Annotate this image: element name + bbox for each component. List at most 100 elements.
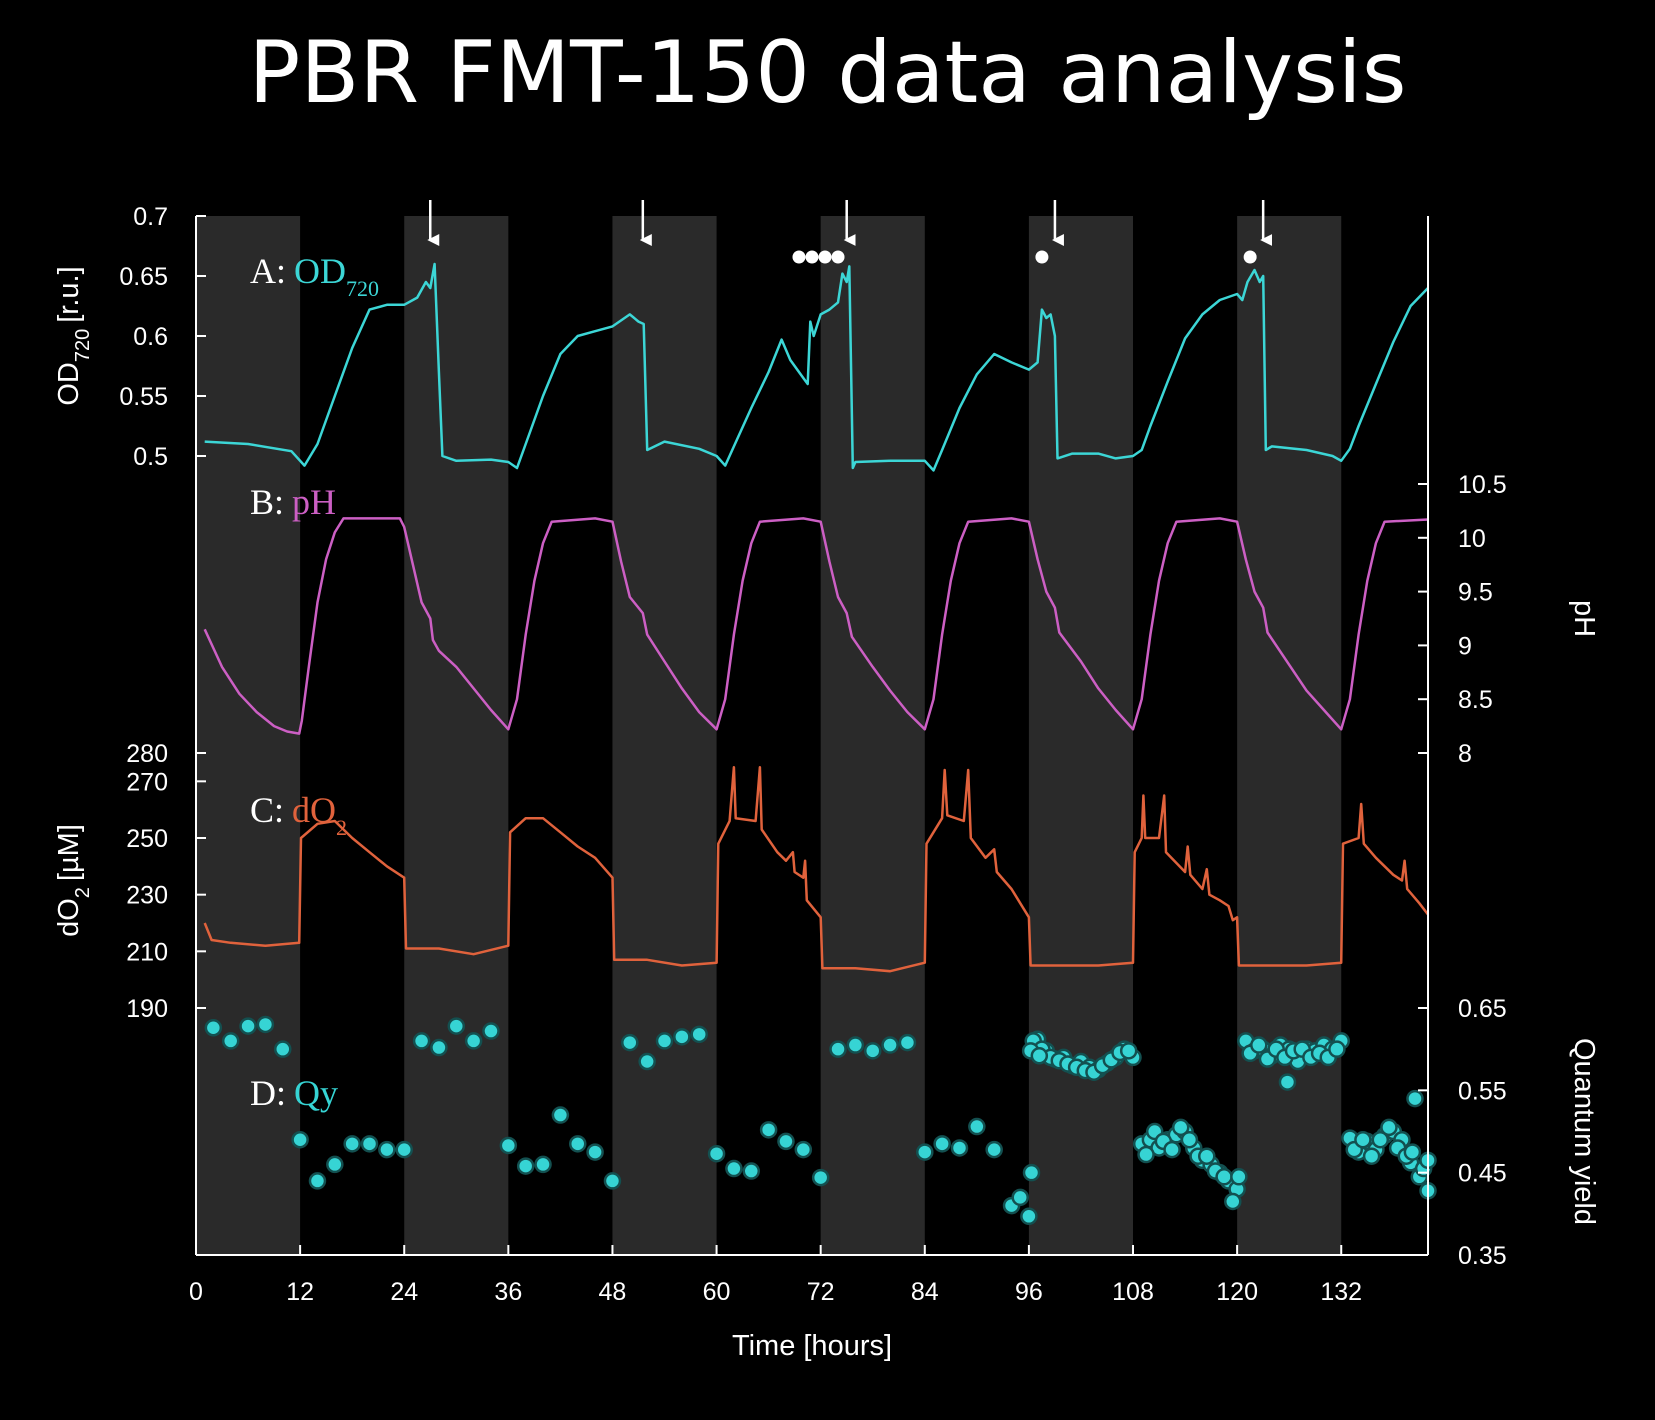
panel-C-series-line	[203, 765, 1429, 973]
panel-D-point-120	[1215, 1168, 1233, 1186]
panel-D-point-7	[326, 1155, 344, 1174]
panel-D-point-32	[759, 1121, 778, 1139]
panel-A-label-subscript: 720	[346, 276, 379, 301]
dilution-dot-1	[805, 250, 819, 264]
panel-D-point-134	[1278, 1073, 1297, 1091]
panel-C-y-axis-title: dO2 [µM]	[53, 824, 94, 937]
panel-C-label-letter: C:	[250, 790, 284, 830]
dilution-dot-0	[792, 250, 806, 264]
dark-period-band-3	[820, 216, 925, 1255]
x-tick-label-48: 48	[599, 1278, 627, 1306]
panel-D-point-142	[1403, 1143, 1422, 1161]
panel-D-point-40	[898, 1033, 917, 1052]
panel-A-y-tick-label-0.55: 0.55	[119, 383, 168, 411]
x-tick-label-108: 108	[1112, 1278, 1154, 1306]
panel-C-y-axis-title-sub: 2	[72, 887, 94, 898]
panel-B-y-axis-title-main: pH	[1568, 600, 1600, 637]
panel-D-point-114	[1163, 1140, 1181, 1159]
panel-D-y-tick-label-0.55: 0.55	[1458, 1077, 1507, 1105]
panel-C-y-tick-label-270: 270	[126, 768, 168, 796]
panel-D-point-6	[308, 1172, 327, 1190]
panel-D-point-30	[725, 1159, 743, 1178]
panel-D-point-34	[794, 1140, 813, 1159]
panel-C-y-tick-label-190: 190	[126, 995, 168, 1023]
dilution-dot-2	[818, 250, 832, 264]
panel-B-label-letter: B:	[250, 482, 284, 522]
panel-D-point-9	[360, 1135, 379, 1153]
panel-D-y-tick-label-0.35: 0.35	[1458, 1242, 1507, 1270]
panel-D-point-10	[378, 1140, 396, 1159]
x-tick-label-12: 12	[286, 1278, 314, 1306]
panel-B-y-tick-label-10.5: 10.5	[1458, 471, 1507, 499]
dark-period-bands	[196, 216, 1342, 1255]
panel-C-y-axis-title-main: dO	[53, 898, 85, 937]
panel-D-point-111	[1137, 1145, 1155, 1164]
x-tick-label-120: 120	[1216, 1278, 1258, 1306]
panel-D-point-110	[1030, 1047, 1049, 1065]
panel-D-point-47	[1011, 1188, 1029, 1207]
panel-D-point-17	[499, 1136, 518, 1155]
x-tick-label-84: 84	[911, 1278, 939, 1306]
panel-D-point-136	[1354, 1130, 1372, 1149]
panel-D-point-29	[707, 1144, 726, 1163]
panel-D-point-124	[1250, 1036, 1268, 1054]
panel-D-point-25	[638, 1052, 656, 1071]
panel-D-point-12	[412, 1032, 431, 1050]
panel-A-y-axis-title-main: OD	[53, 362, 85, 406]
dilution-dot-3	[831, 250, 845, 264]
panel-D-point-2	[239, 1017, 257, 1035]
panel-D-point-22	[586, 1143, 604, 1161]
panel-C-label-variable: dO	[292, 790, 336, 830]
panel-C-y-axis-title-unit: [µM]	[53, 824, 85, 881]
panel-B-y-tick-label-8: 8	[1458, 740, 1472, 768]
panel-D-point-116	[1180, 1130, 1199, 1149]
panel-D-point-96	[1406, 1089, 1424, 1108]
panel-D-point-26	[655, 1032, 674, 1050]
panel-A-y-axis-title-sub: 720	[72, 329, 94, 362]
panel-B-label: B: pH	[250, 482, 336, 522]
panel-A-label-letter: A:	[250, 251, 286, 291]
panel-D-point-118	[1198, 1147, 1216, 1165]
dark-period-band-0	[196, 216, 301, 1255]
panel-D-point-11	[395, 1140, 413, 1159]
panel-D-point-115	[1171, 1118, 1190, 1137]
panel-B-label-variable: pH	[292, 482, 336, 522]
panel-C-label-subscript: 2	[336, 815, 347, 840]
dilution-dot-4	[1035, 250, 1049, 264]
panel-C-y-tick-label-230: 230	[126, 882, 168, 910]
panel-A-label: A: OD720	[250, 251, 379, 301]
panel-D-point-14	[447, 1017, 466, 1035]
x-tick-label-60: 60	[703, 1278, 731, 1306]
x-tick-label-132: 132	[1320, 1278, 1362, 1306]
panel-D-point-1	[221, 1032, 240, 1050]
x-tick-label-36: 36	[494, 1278, 522, 1306]
panel-D-point-19	[534, 1155, 552, 1174]
dark-period-band-1	[404, 216, 509, 1255]
panel-D-point-137	[1362, 1147, 1381, 1165]
series-layer	[203, 262, 1437, 1226]
panel-D-point-27	[673, 1028, 691, 1046]
panel-D-point-45	[985, 1140, 1003, 1159]
panel-D-point-39	[881, 1036, 899, 1054]
panel-D-point-35	[811, 1168, 830, 1187]
panel-C-y-tick-label-250: 250	[126, 825, 168, 853]
panel-D-label-variable: Qy	[294, 1073, 338, 1113]
dark-period-band-4	[1028, 216, 1134, 1255]
panel-D-point-108	[1119, 1042, 1138, 1060]
x-tick-label-0: 0	[189, 1278, 203, 1306]
panel-D-point-48	[1020, 1207, 1038, 1226]
panel-D-point-138	[1371, 1130, 1390, 1149]
panel-A-label-variable: OD	[294, 251, 346, 291]
slide-title: PBR FMT-150 data analysis	[248, 23, 1407, 123]
panel-D-point-23	[603, 1172, 622, 1190]
dilution-dot-5	[1243, 250, 1257, 264]
dark-period-band-2	[612, 216, 717, 1255]
panel-D-label: D: Qy	[250, 1073, 338, 1113]
x-tick-label-96: 96	[1015, 1278, 1043, 1306]
panel-D-point-3	[256, 1015, 275, 1034]
panel-C-y-tick-label-280: 280	[126, 740, 168, 768]
panel-A-y-axis-title: OD720 [r.u.]	[53, 266, 94, 405]
panel-D-point-121	[1224, 1192, 1242, 1211]
